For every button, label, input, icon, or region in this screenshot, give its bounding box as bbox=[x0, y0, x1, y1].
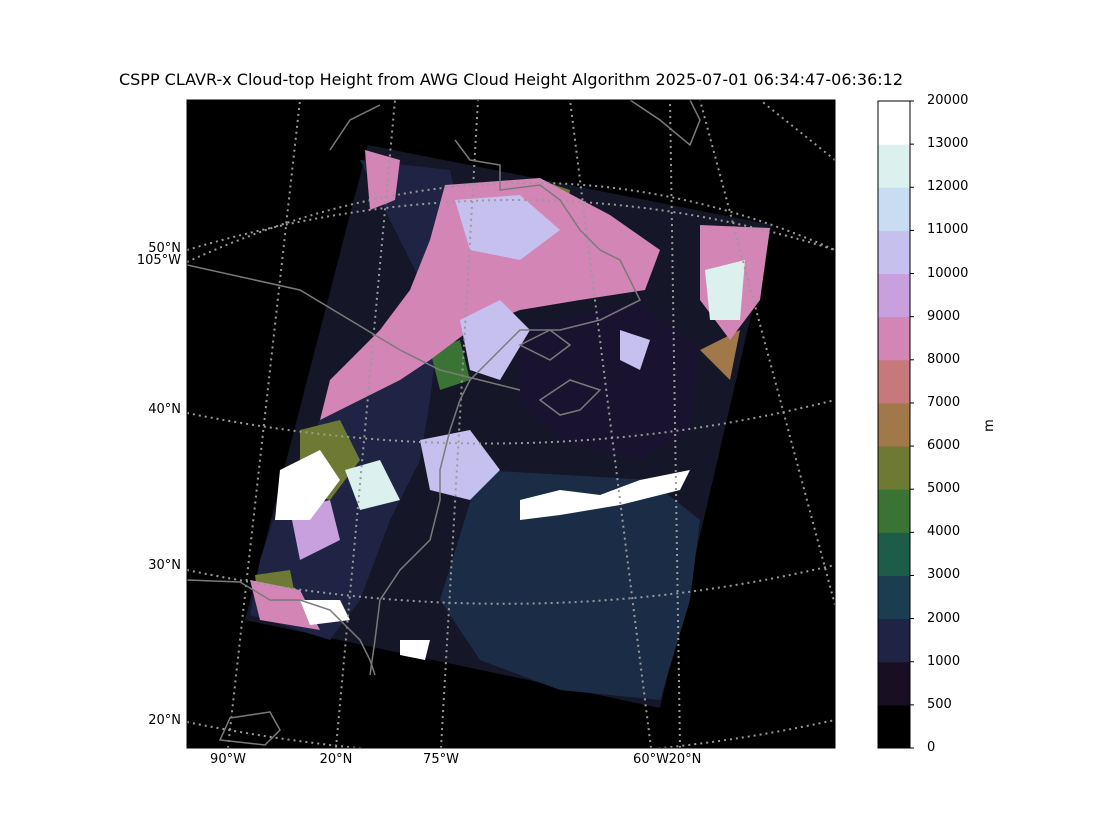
colorbar-tick-label: 13000 bbox=[927, 136, 969, 152]
colorbar-bin-0 bbox=[878, 704, 910, 749]
colorbar-tick-label: 0 bbox=[927, 740, 936, 755]
lon-label-60w: 60°W bbox=[633, 752, 669, 767]
colorbar-tick-label: 2000 bbox=[927, 610, 961, 626]
map-frame bbox=[186, 99, 836, 749]
coastlines bbox=[187, 100, 701, 746]
colorbar-bin-9 bbox=[878, 316, 910, 361]
cloud-patches bbox=[250, 150, 770, 700]
colorbar-tick-label: 7000 bbox=[927, 394, 961, 410]
colorbar-bin-4 bbox=[878, 532, 910, 576]
colorbar-bin-1 bbox=[878, 661, 910, 706]
colorbar-bin-3 bbox=[878, 575, 910, 620]
colorbar-bin-14 bbox=[878, 101, 910, 145]
colorbar-tick-label: 500 bbox=[927, 696, 952, 712]
colorbar-bin-11 bbox=[878, 230, 910, 275]
colorbar-tick-label: 20000 bbox=[927, 93, 969, 108]
colorbar-tick-label: 3000 bbox=[927, 567, 961, 583]
colorbar-bin-5 bbox=[878, 489, 910, 533]
colorbar-tick-label: 8000 bbox=[927, 351, 961, 367]
colorbar-bin-7 bbox=[878, 402, 910, 447]
lat-label-105w: 105°W bbox=[136, 253, 181, 268]
lat-label-40n: 40°N bbox=[148, 402, 181, 417]
lon-label-20n-b: 20°N bbox=[668, 752, 702, 767]
colorbar-frame bbox=[877, 100, 911, 749]
colorbar-tick-label: 6000 bbox=[927, 438, 961, 454]
graticule bbox=[187, 100, 835, 748]
colorbar-bin-13 bbox=[878, 144, 910, 188]
colorbar-tick-label: 4000 bbox=[927, 524, 961, 540]
colorbar-tick-label: 1000 bbox=[927, 653, 961, 669]
colorbar-bin-12 bbox=[878, 187, 910, 231]
colorbar-bin-2 bbox=[878, 618, 910, 663]
colorbar-tick-label: 5000 bbox=[927, 481, 961, 497]
lon-label-20n-a: 20°N bbox=[319, 752, 353, 767]
colorbar-bin-10 bbox=[878, 273, 910, 318]
colorbar-tick-label: 12000 bbox=[927, 179, 969, 195]
lat-label-20n: 20°N bbox=[148, 713, 181, 728]
colorbar-tick-label: 9000 bbox=[927, 308, 961, 324]
colorbar-units-label: m bbox=[981, 419, 997, 432]
map-title: CSPP CLAVR-x Cloud-top Height from AWG C… bbox=[118, 70, 904, 89]
colorbar-tick-label: 10000 bbox=[927, 265, 969, 281]
lat-label-30n: 30°N bbox=[148, 558, 181, 573]
colorbar-bin-6 bbox=[878, 446, 910, 490]
lon-label-75w: 75°W bbox=[423, 752, 459, 767]
colorbar-bin-8 bbox=[878, 359, 910, 404]
lon-label-90w: 90°W bbox=[210, 752, 246, 767]
colorbar-tick-label: 11000 bbox=[927, 222, 969, 238]
colorbar bbox=[878, 100, 914, 749]
lat-label-50n: 50°N bbox=[148, 241, 181, 256]
